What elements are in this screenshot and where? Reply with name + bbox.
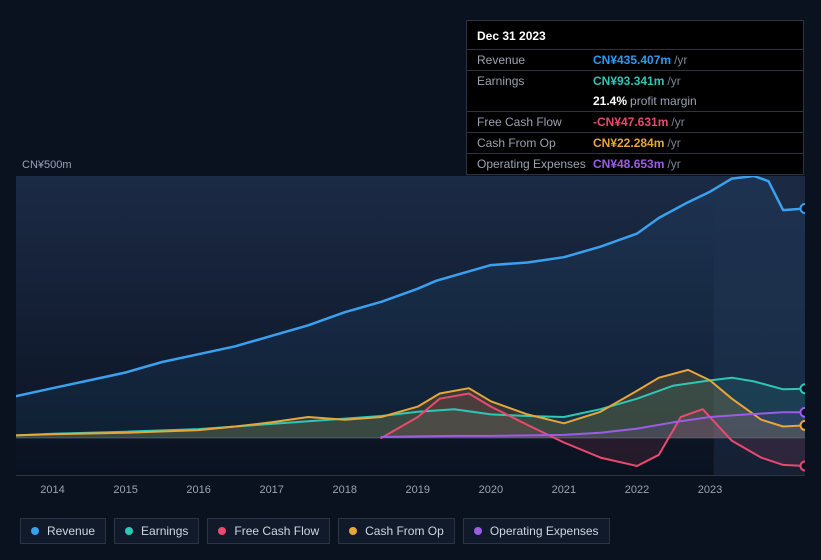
tooltip-row: 21.4%profit margin bbox=[467, 91, 803, 111]
legend-label: Cash From Op bbox=[365, 524, 444, 538]
tooltip-row: RevenueCN¥435.407m/yr bbox=[467, 49, 803, 70]
tooltip-row-value: CN¥48.653m/yr bbox=[593, 156, 681, 172]
tooltip-row-label bbox=[477, 93, 593, 109]
tooltip-date: Dec 31 2023 bbox=[467, 27, 803, 49]
legend-dot-icon bbox=[474, 527, 482, 535]
legend-item[interactable]: Operating Expenses bbox=[463, 518, 610, 544]
x-axis: 2014 2015 2016 2017 2018 2019 2020 2021 2022 2023 bbox=[16, 484, 805, 500]
legend-dot-icon bbox=[349, 527, 357, 535]
tooltip-row: EarningsCN¥93.341m/yr bbox=[467, 70, 803, 91]
x-tick-label: 2014 bbox=[40, 484, 64, 496]
legend-label: Free Cash Flow bbox=[234, 524, 319, 538]
legend-item[interactable]: Revenue bbox=[20, 518, 106, 544]
tooltip-row-label: Earnings bbox=[477, 73, 593, 89]
legend-dot-icon bbox=[218, 527, 226, 535]
x-tick-label: 2022 bbox=[625, 484, 649, 496]
legend-item[interactable]: Cash From Op bbox=[338, 518, 455, 544]
y-tick-label: CN¥500m bbox=[22, 159, 72, 171]
x-tick-label: 2019 bbox=[406, 484, 430, 496]
tooltip-row-value: 21.4%profit margin bbox=[593, 93, 697, 109]
legend-dot-icon bbox=[31, 527, 39, 535]
tooltip-row: Operating ExpensesCN¥48.653m/yr bbox=[467, 153, 803, 174]
tooltip-row-value: CN¥22.284m/yr bbox=[593, 135, 681, 151]
tooltip-row-value: CN¥435.407m/yr bbox=[593, 52, 687, 68]
tooltip-row-label: Cash From Op bbox=[477, 135, 593, 151]
x-tick-label: 2015 bbox=[113, 484, 137, 496]
legend-label: Revenue bbox=[47, 524, 95, 538]
legend-dot-icon bbox=[125, 527, 133, 535]
tooltip-row: Cash From OpCN¥22.284m/yr bbox=[467, 132, 803, 153]
tooltip-row-label: Free Cash Flow bbox=[477, 114, 593, 130]
legend-item[interactable]: Free Cash Flow bbox=[207, 518, 330, 544]
tooltip-row: Free Cash Flow-CN¥47.631m/yr bbox=[467, 111, 803, 132]
x-tick-label: 2017 bbox=[259, 484, 283, 496]
x-tick-label: 2020 bbox=[479, 484, 503, 496]
chart-legend: Revenue Earnings Free Cash Flow Cash From O… bbox=[20, 518, 610, 544]
legend-label: Earnings bbox=[141, 524, 188, 538]
tooltip-row-value: CN¥93.341m/yr bbox=[593, 73, 681, 89]
chart-plot-area[interactable] bbox=[16, 176, 805, 476]
tooltip-row-label: Revenue bbox=[477, 52, 593, 68]
legend-label: Operating Expenses bbox=[490, 524, 599, 538]
x-tick-label: 2016 bbox=[186, 484, 210, 496]
tooltip-row-label: Operating Expenses bbox=[477, 156, 593, 172]
chart-tooltip: Dec 31 2023 RevenueCN¥435.407m/yrEarning… bbox=[466, 20, 804, 175]
x-tick-label: 2023 bbox=[698, 484, 722, 496]
x-tick-label: 2021 bbox=[552, 484, 576, 496]
x-tick-label: 2018 bbox=[333, 484, 357, 496]
legend-item[interactable]: Earnings bbox=[114, 518, 199, 544]
tooltip-row-value: -CN¥47.631m/yr bbox=[593, 114, 685, 130]
